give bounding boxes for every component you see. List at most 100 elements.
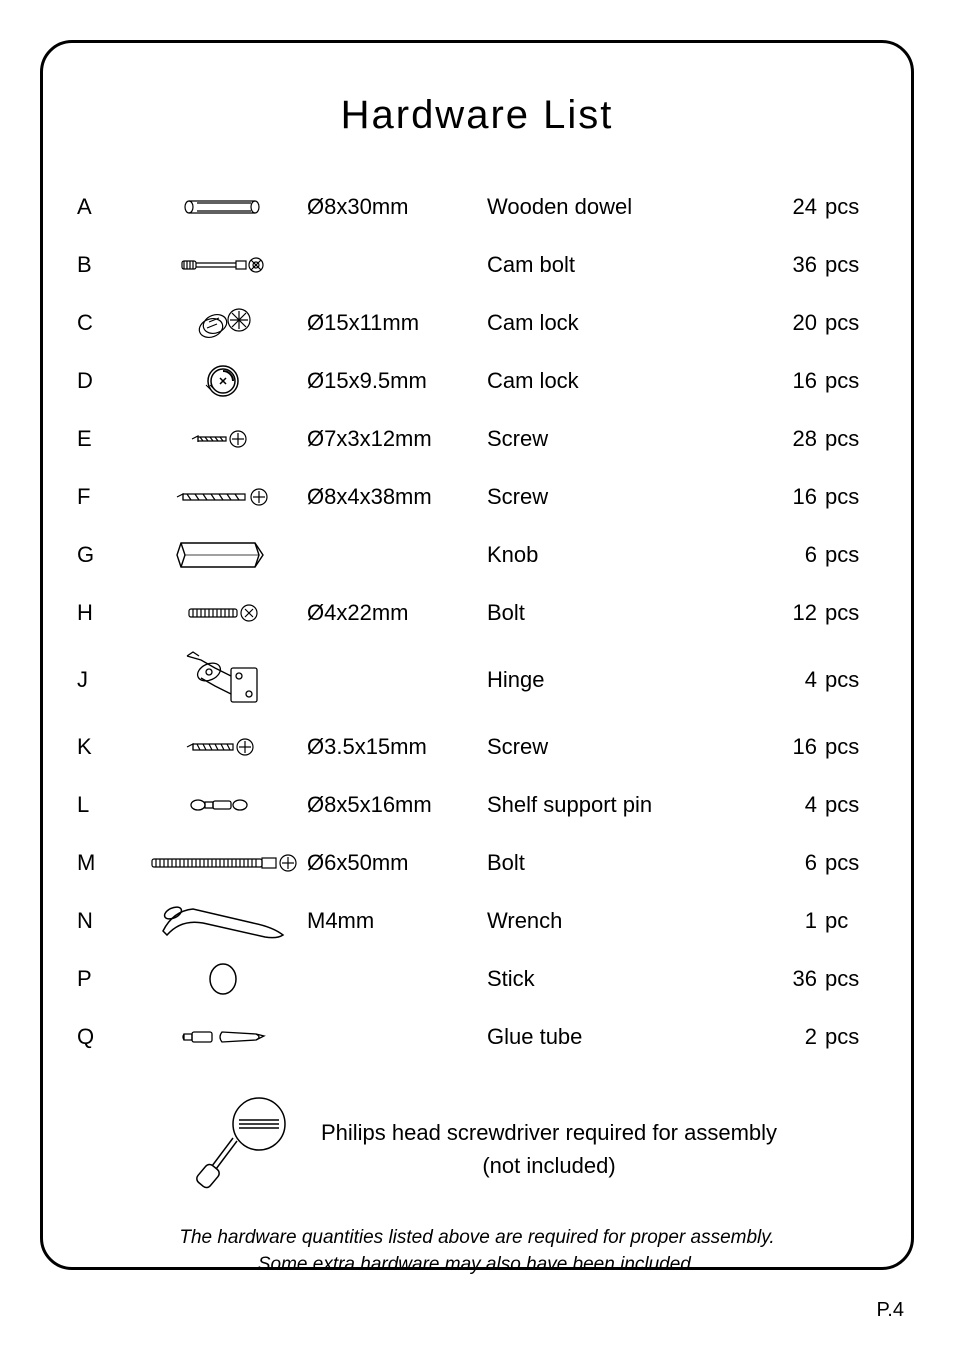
item-letter: D (73, 352, 143, 410)
table-row: F Ø8x4x38mm Screw 16 pcs (73, 468, 881, 526)
cam-lock-b-icon (143, 352, 303, 410)
item-size: M4mm (303, 892, 483, 950)
bolt-long-icon (143, 834, 303, 892)
table-row: K Ø3.5x15mm Screw 16 pcs (73, 718, 881, 776)
item-unit: pcs (821, 950, 881, 1008)
item-qty: 4 (771, 776, 821, 834)
item-name: Cam lock (483, 352, 771, 410)
item-name: Glue tube (483, 1008, 771, 1066)
item-qty: 1 (771, 892, 821, 950)
table-row: A Ø8x30mm Wooden dowel 24 pcs (73, 178, 881, 236)
page-border: Hardware List A Ø8x30mm Wooden dowel 24 … (40, 40, 914, 1270)
hardware-table: A Ø8x30mm Wooden dowel 24 pcs B Cam bolt… (73, 178, 881, 1066)
item-size: Ø8x4x38mm (303, 468, 483, 526)
table-row: C Ø15x11mm Cam lock 20 pcs (73, 294, 881, 352)
item-letter: L (73, 776, 143, 834)
item-size: Ø15x11mm (303, 294, 483, 352)
item-size (303, 1008, 483, 1066)
item-name: Wrench (483, 892, 771, 950)
item-name: Screw (483, 718, 771, 776)
item-name: Shelf support pin (483, 776, 771, 834)
item-qty: 6 (771, 526, 821, 584)
screwdriver-note: Philips head screwdriver required for as… (73, 1096, 881, 1201)
item-size: Ø15x9.5mm (303, 352, 483, 410)
item-size (303, 642, 483, 718)
screw-long-icon (143, 468, 303, 526)
item-qty: 2 (771, 1008, 821, 1066)
item-unit: pcs (821, 468, 881, 526)
item-letter: H (73, 584, 143, 642)
table-row: H Ø4x22mm Bolt 12 pcs (73, 584, 881, 642)
item-qty: 16 (771, 718, 821, 776)
item-letter: G (73, 526, 143, 584)
item-name: Cam lock (483, 294, 771, 352)
item-qty: 12 (771, 584, 821, 642)
item-qty: 16 (771, 468, 821, 526)
item-qty: 28 (771, 410, 821, 468)
item-qty: 6 (771, 834, 821, 892)
item-letter: F (73, 468, 143, 526)
table-row: B Cam bolt 36 pcs (73, 236, 881, 294)
item-unit: pcs (821, 410, 881, 468)
item-unit: pcs (821, 294, 881, 352)
item-name: Wooden dowel (483, 178, 771, 236)
item-unit: pcs (821, 718, 881, 776)
table-row: P Stick 36 pcs (73, 950, 881, 1008)
cam-lock-a-icon (143, 294, 303, 352)
table-row: D Ø15x9.5mm Cam lock 16 pcs (73, 352, 881, 410)
item-name: Bolt (483, 584, 771, 642)
knob-icon (143, 526, 303, 584)
item-unit: pcs (821, 1008, 881, 1066)
item-unit: pcs (821, 642, 881, 718)
item-name: Bolt (483, 834, 771, 892)
dowel-icon (143, 178, 303, 236)
item-letter: Q (73, 1008, 143, 1066)
item-size: Ø7x3x12mm (303, 410, 483, 468)
disclaimer-line-2: Some extra hardware may also have been i… (73, 1252, 881, 1279)
item-name: Hinge (483, 642, 771, 718)
item-letter: J (73, 642, 143, 718)
item-size: Ø6x50mm (303, 834, 483, 892)
item-qty: 36 (771, 236, 821, 294)
item-qty: 36 (771, 950, 821, 1008)
item-size: Ø4x22mm (303, 584, 483, 642)
table-row: L Ø8x5x16mm Shelf support pin 4 pcs (73, 776, 881, 834)
item-unit: pcs (821, 352, 881, 410)
item-name: Screw (483, 410, 771, 468)
screw-k-icon (143, 718, 303, 776)
item-letter: B (73, 236, 143, 294)
stick-icon (143, 950, 303, 1008)
screwdriver-icon (177, 1096, 297, 1201)
item-size: Ø3.5x15mm (303, 718, 483, 776)
item-size: Ø8x30mm (303, 178, 483, 236)
shelf-pin-icon (143, 776, 303, 834)
item-name: Stick (483, 950, 771, 1008)
item-size (303, 950, 483, 1008)
item-name: Cam bolt (483, 236, 771, 294)
hinge-icon (143, 642, 303, 718)
item-letter: M (73, 834, 143, 892)
screw-short-icon (143, 410, 303, 468)
item-unit: pcs (821, 526, 881, 584)
item-letter: P (73, 950, 143, 1008)
note-line-1: Philips head screwdriver required for as… (321, 1116, 777, 1149)
item-qty: 24 (771, 178, 821, 236)
item-qty: 16 (771, 352, 821, 410)
item-letter: C (73, 294, 143, 352)
item-name: Knob (483, 526, 771, 584)
page-number: P.4 (877, 1299, 904, 1322)
disclaimer-line-1: The hardware quantities listed above are… (73, 1225, 881, 1252)
glue-icon (143, 1008, 303, 1066)
table-row: J Hinge 4 pcs (73, 642, 881, 718)
table-row: Q Glue tube 2 pcs (73, 1008, 881, 1066)
item-unit: pcs (821, 834, 881, 892)
item-size (303, 526, 483, 584)
item-size (303, 236, 483, 294)
table-row: N M4mm Wrench 1 pc (73, 892, 881, 950)
item-unit: pcs (821, 236, 881, 294)
item-letter: N (73, 892, 143, 950)
item-letter: A (73, 178, 143, 236)
table-row: E Ø7x3x12mm Screw 28 pcs (73, 410, 881, 468)
item-name: Screw (483, 468, 771, 526)
disclaimer: The hardware quantities listed above are… (73, 1225, 881, 1278)
